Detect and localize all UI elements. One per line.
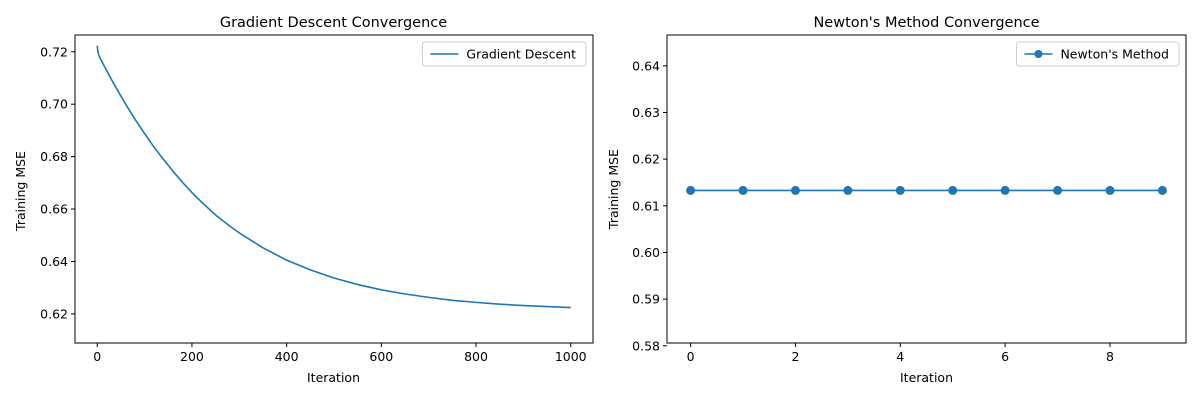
- y-tick-label: 0.70: [40, 97, 68, 112]
- y-tick-label: 0.61: [632, 198, 660, 213]
- y-tick-label: 0.62: [632, 152, 660, 167]
- chart-title: Gradient Descent Convergence: [220, 15, 447, 31]
- x-tick-label: 8: [1106, 349, 1114, 364]
- data-point: [1000, 185, 1010, 195]
- newtons-method-panel: Newton's Method Convergence Iteration Tr…: [606, 15, 1187, 385]
- y-tick-label: 0.64: [40, 254, 68, 269]
- data-point: [948, 185, 958, 195]
- plot-area: 0 200 400 600 800 1000 0.62 0.64 0.66 0.68 0.70 0.7…: [40, 34, 594, 364]
- legend: Newton's Method: [1015, 41, 1180, 67]
- data-point: [1053, 185, 1063, 195]
- data-point: [843, 185, 853, 195]
- y-tick-label: 0.58: [632, 338, 660, 353]
- y-tick-label: 0.66: [40, 202, 68, 217]
- legend: Gradient Descent: [421, 41, 587, 67]
- x-axis-label: Iteration: [307, 370, 360, 385]
- y-tick-label: 0.60: [632, 245, 660, 260]
- y-tick-label: 0.63: [632, 105, 660, 120]
- x-tick-label: 0: [687, 349, 695, 364]
- axes-frame: [666, 34, 1187, 344]
- y-tick-label: 0.72: [40, 44, 68, 59]
- x-tick-label: 1000: [555, 349, 587, 364]
- gradient-descent-panel: Gradient Descent Convergence Iteration T…: [13, 15, 594, 385]
- y-axis-label: Training MSE: [606, 149, 621, 230]
- data-point: [1157, 185, 1167, 195]
- legend-frame: [1015, 41, 1180, 67]
- data-point: [895, 185, 905, 195]
- x-axis-label: Iteration: [900, 370, 953, 385]
- x-tick-label: 600: [369, 349, 393, 364]
- legend-marker-swatch: [1034, 50, 1043, 58]
- data-point: [738, 185, 748, 195]
- legend-series-name: Newton's Method: [1060, 47, 1169, 62]
- y-tick-label: 0.62: [40, 306, 68, 321]
- x-tick-label: 0: [93, 349, 101, 364]
- legend-series-name: Gradient Descent: [466, 47, 576, 62]
- x-tick-label: 200: [180, 349, 204, 364]
- chart-title: Newton's Method Convergence: [813, 15, 1039, 31]
- x-tick-label: 400: [275, 349, 299, 364]
- plot-area: 0 2 4 6 8 0.58 0.59 0.60 0.61 0.62 0.63 0.64: [632, 34, 1187, 364]
- y-tick-label: 0.68: [40, 149, 68, 164]
- legend-frame: [421, 41, 587, 67]
- series-line: [96, 45, 571, 309]
- data-point: [1105, 185, 1115, 195]
- data-point: [686, 185, 696, 195]
- axes-frame: [74, 34, 594, 344]
- x-tick-label: 6: [1001, 349, 1009, 364]
- x-tick-label: 800: [464, 349, 488, 364]
- x-tick-label: 2: [791, 349, 799, 364]
- y-axis-label: Training MSE: [13, 151, 28, 232]
- data-point: [790, 185, 800, 195]
- y-tick-label: 0.59: [632, 292, 660, 307]
- y-tick-label: 0.64: [632, 58, 660, 73]
- x-tick-label: 4: [896, 349, 904, 364]
